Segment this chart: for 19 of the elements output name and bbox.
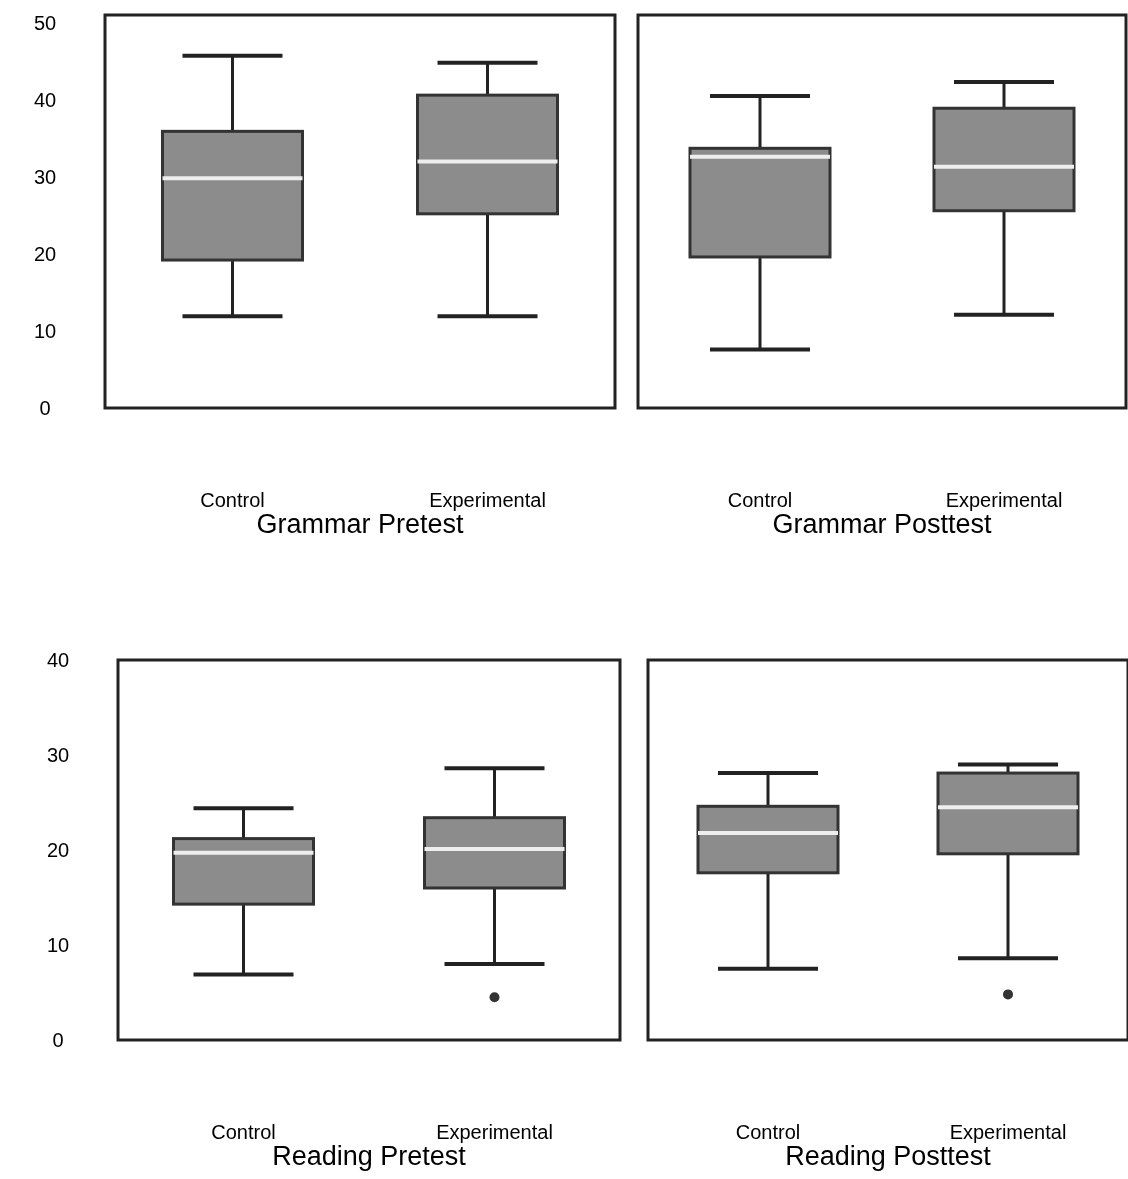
x-tick-label: Control: [727, 489, 793, 512]
x-tick-label: Control: [200, 489, 265, 512]
y-tick-label: 20: [33, 242, 57, 265]
y-tick-label: 20: [46, 838, 70, 861]
y-tick-label: 30: [46, 743, 70, 766]
y-tick-label: 30: [33, 165, 57, 188]
x-tick-label: Control: [211, 1121, 276, 1144]
y-tick-label: 40: [33, 88, 57, 111]
x-tick-label: Experimental: [436, 1121, 553, 1144]
y-tick-label: 10: [33, 319, 57, 342]
y-tick-label: 0: [52, 1028, 64, 1051]
y-tick-label: 50: [33, 11, 57, 34]
y-tick-label: 10: [46, 933, 70, 956]
x-tick-label: Control: [735, 1121, 801, 1144]
x-tick-label: Experimental: [429, 489, 546, 512]
x-tick-label: Experimental: [945, 489, 1063, 512]
y-tick-label: 40: [46, 648, 70, 671]
x-tick-label: Experimental: [949, 1121, 1067, 1144]
y-tick-label: 0: [39, 396, 51, 419]
